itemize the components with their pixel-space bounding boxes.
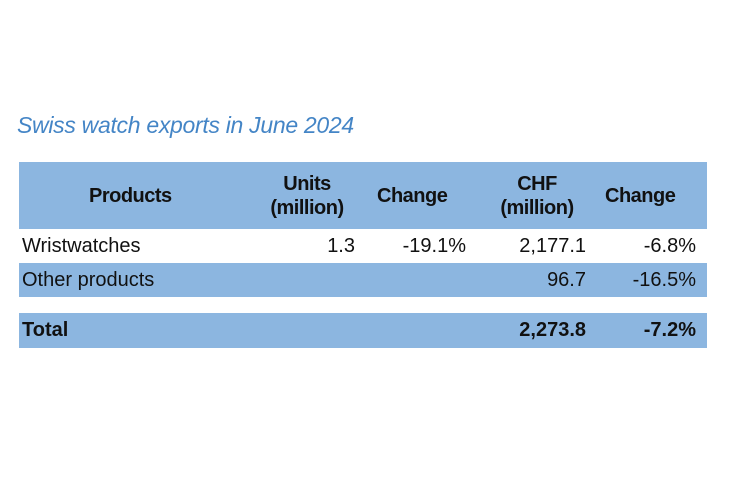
header-units-line1: Units bbox=[283, 172, 331, 195]
header-chf-line1: CHF bbox=[517, 172, 557, 195]
product-name: Wristwatches bbox=[22, 234, 141, 257]
header-chf-change: Change bbox=[605, 184, 676, 207]
chf-change: -6.8% bbox=[643, 234, 696, 257]
total-row: Total 2,273.8 -7.2% bbox=[19, 313, 707, 348]
chf-value: 2,177.1 bbox=[519, 234, 586, 257]
header-chf-line2: (million) bbox=[500, 196, 574, 219]
header-chf: CHF (million) bbox=[487, 172, 587, 220]
header-units: Units (million) bbox=[257, 172, 357, 220]
units-value: 1.3 bbox=[327, 234, 355, 257]
header-products: Products bbox=[89, 184, 172, 207]
chf-value: 96.7 bbox=[547, 268, 586, 291]
page-title: Swiss watch exports in June 2024 bbox=[17, 112, 354, 138]
header-units-change: Change bbox=[377, 184, 448, 207]
total-chf: 2,273.8 bbox=[519, 319, 586, 341]
table-header: Products Units (million) Change CHF (milli… bbox=[19, 162, 707, 229]
table-row: Other products 96.7 -16.5% bbox=[19, 263, 707, 297]
units-change: -19.1% bbox=[402, 234, 466, 257]
header-units-line2: (million) bbox=[270, 196, 344, 219]
product-name: Other products bbox=[22, 268, 155, 291]
chf-change: -16.5% bbox=[632, 268, 696, 291]
total-chf-change: -7.2% bbox=[643, 319, 696, 341]
total-label: Total bbox=[22, 319, 69, 341]
table-row: Wristwatches 1.3 -19.1% 2,177.1 -6.8% bbox=[19, 229, 707, 263]
